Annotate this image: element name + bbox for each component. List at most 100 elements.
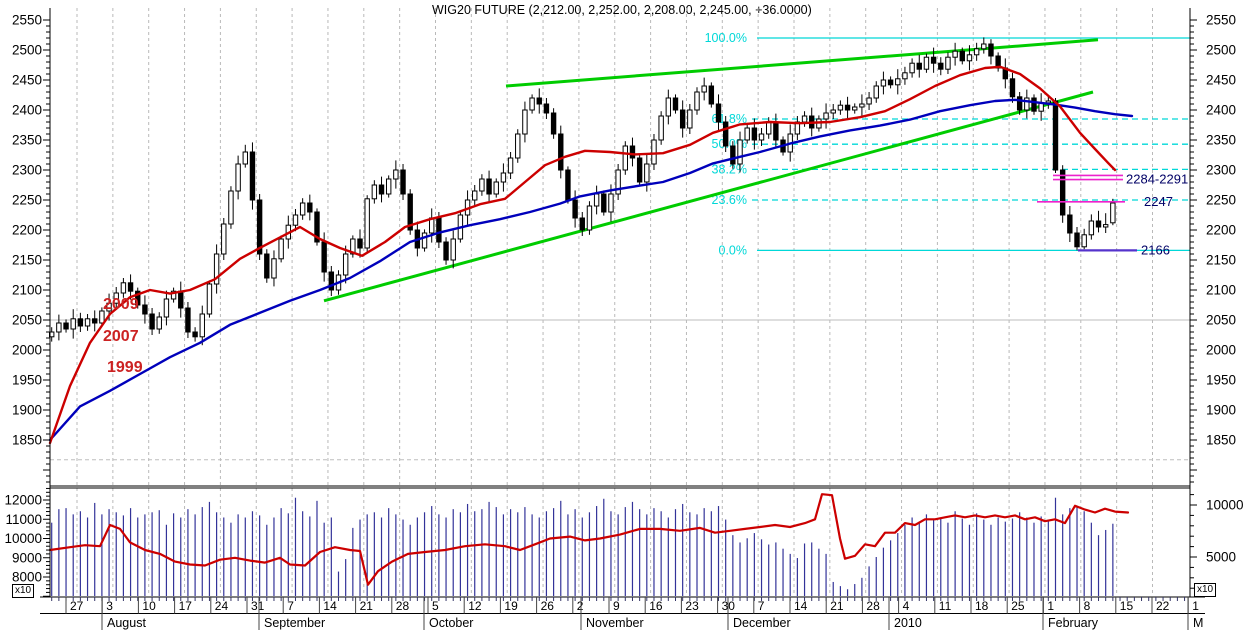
candle-body-down	[715, 103, 722, 123]
candle-body-up	[213, 253, 220, 285]
candle-body-up	[923, 56, 930, 70]
candle-body-down	[601, 193, 607, 213]
candle-body-up	[292, 214, 299, 226]
candle-body-up	[895, 78, 901, 86]
candle-body-up	[909, 62, 915, 74]
candle-body-up	[84, 318, 91, 327]
date-label: 31	[251, 599, 265, 613]
candle-body-up	[694, 91, 700, 111]
price-axis-label-right: 1900	[1206, 403, 1236, 418]
candle-body-up	[371, 184, 378, 200]
candle-body-down	[751, 127, 758, 141]
volume-axis-label-left: 10000	[4, 531, 42, 546]
date-label: 25	[1011, 599, 1025, 613]
candle-body-down	[558, 133, 564, 171]
date-label: 27	[70, 599, 84, 613]
price-axis-label-right: 2000	[1206, 343, 1236, 358]
candle-body-down	[357, 238, 363, 249]
candle-body-down	[730, 145, 736, 165]
date-label: 2	[577, 599, 584, 613]
price-axis-label-right: 2250	[1206, 193, 1236, 208]
candle-body-down	[1074, 232, 1080, 248]
fibonacci-label: 23.6%	[712, 193, 747, 207]
candle-body-up	[56, 322, 62, 333]
candle-body-down	[1052, 100, 1059, 171]
date-label: 28	[396, 599, 410, 613]
price-axis-label-right: 2450	[1206, 73, 1236, 88]
candle-body-down	[142, 304, 148, 315]
candle-body-down	[959, 50, 965, 62]
candle-body-up	[665, 97, 672, 117]
date-label: 8	[1084, 599, 1091, 613]
month-label: August	[107, 616, 146, 630]
price-axis-label-right: 2500	[1206, 43, 1236, 58]
candle-body-down	[550, 112, 557, 135]
price-axis-label-left: 2550	[12, 13, 42, 28]
candle-body-up	[945, 56, 951, 70]
candle-body-up	[737, 139, 743, 165]
price-axis-label-left: 2250	[12, 193, 42, 208]
moving-average-red	[48, 65, 1117, 445]
candle-body-up	[687, 109, 693, 129]
candle-body-down	[629, 145, 636, 159]
candle-body-down	[264, 253, 270, 279]
candle-body-down	[407, 193, 413, 231]
price-axis-label-left: 2200	[12, 223, 42, 238]
date-label: 15	[1120, 599, 1134, 613]
price-axis-label-left: 1950	[12, 373, 42, 388]
candle-body-up	[608, 193, 614, 213]
candle-body-up	[644, 163, 650, 183]
date-label: 10	[142, 599, 156, 613]
date-label: 14	[323, 599, 337, 613]
date-label: 11	[939, 599, 952, 613]
candle-body-up	[450, 238, 456, 261]
candle-body-down	[988, 43, 994, 57]
candle-body-down	[149, 313, 155, 330]
price-flag-label: 2247	[1144, 194, 1173, 209]
price-axis-label-right: 2150	[1206, 253, 1236, 268]
candle-body-down	[1059, 169, 1066, 216]
candle-body-down	[1067, 214, 1073, 234]
price-axis-label-left: 2400	[12, 103, 42, 118]
candle-body-up	[278, 238, 284, 260]
month-label: September	[264, 616, 325, 630]
candle-body-down	[185, 307, 191, 333]
candle-body-down	[314, 211, 320, 243]
price-axis-label-right: 2350	[1206, 133, 1236, 148]
date-label: 19	[504, 599, 518, 613]
date-label: 26	[541, 599, 555, 613]
candle-body-up	[1110, 202, 1116, 224]
candle-body-down	[1016, 96, 1023, 111]
candle-body-up	[586, 205, 593, 231]
candle-body-up	[973, 48, 980, 56]
date-label: 28	[866, 599, 880, 613]
candle-body-down	[486, 178, 492, 195]
candle-body-up	[1088, 220, 1095, 236]
candle-body-down	[636, 157, 643, 183]
candle-body-up	[507, 157, 514, 174]
candle-body-up	[350, 238, 356, 255]
candle-body-down	[844, 104, 851, 111]
price-axis-label-right: 2400	[1206, 103, 1236, 118]
candle-body-up	[421, 232, 428, 249]
candle-body-up	[859, 103, 865, 108]
month-label: December	[733, 616, 791, 630]
price-axis-label-right: 2100	[1206, 283, 1236, 298]
candle-body-up	[228, 190, 234, 225]
volume-left-multiplier-badge: x10	[12, 584, 35, 598]
candle-body-up	[823, 112, 829, 120]
date-label: 21	[830, 599, 844, 613]
candle-body-up	[493, 181, 499, 195]
annotation-year-2007: 2007	[103, 328, 139, 345]
candle-body-up	[701, 85, 707, 93]
candle-body-up	[515, 133, 521, 159]
candle-body-down	[1009, 78, 1016, 98]
price-axis-label-left: 2100	[12, 283, 42, 298]
date-label: 22	[1156, 599, 1170, 613]
date-label: 4	[903, 599, 910, 613]
candle-body-up	[830, 109, 836, 114]
candle-body-up	[385, 178, 392, 195]
volume-axis-label-right: 10000	[1206, 498, 1244, 513]
price-axis-label-left: 2150	[12, 253, 42, 268]
